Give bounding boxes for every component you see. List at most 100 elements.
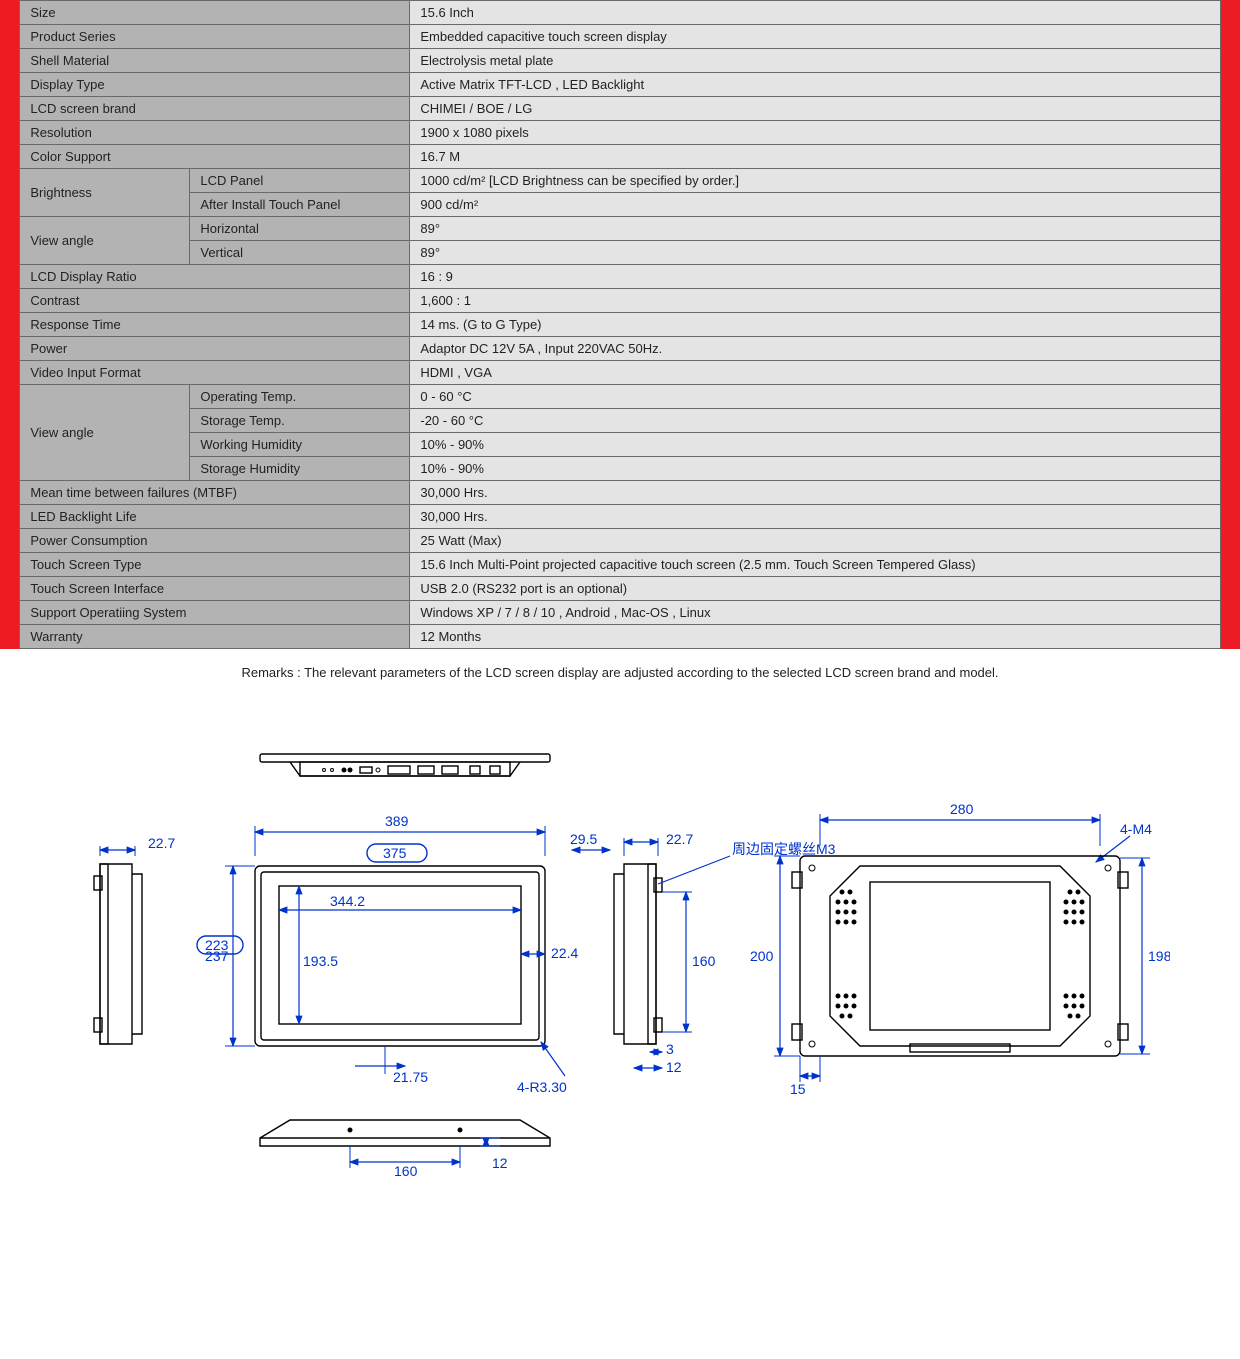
spec-value: 0 - 60 °C — [410, 385, 1220, 409]
dim-back-holes: 4-M4 — [1120, 821, 1152, 837]
accent-left — [0, 0, 19, 649]
table-row: Storage Temp.-20 - 60 °C — [20, 409, 1220, 433]
spec-label: Resolution — [20, 121, 410, 145]
spec-label: Touch Screen Interface — [20, 577, 410, 601]
spec-label: Mean time between failures (MTBF) — [20, 481, 410, 505]
spec-value: 16.7 M — [410, 145, 1220, 169]
spec-label: Response Time — [20, 313, 410, 337]
spec-value: 1900 x 1080 pixels — [410, 121, 1220, 145]
spec-value: 89° — [410, 241, 1220, 265]
table-row: Display TypeActive Matrix TFT-LCD , LED … — [20, 73, 1220, 97]
spec-label: Contrast — [20, 289, 410, 313]
dim-back-w: 280 — [950, 801, 974, 817]
dim-foot: 3 — [666, 1041, 674, 1057]
spec-value: -20 - 60 °C — [410, 409, 1220, 433]
spec-label: Power Consumption — [20, 529, 410, 553]
spec-table: Size15.6 InchProduct SeriesEmbedded capa… — [19, 0, 1220, 649]
spec-value: HDMI , VGA — [410, 361, 1220, 385]
table-row: Touch Screen Type15.6 Inch Multi-Point p… — [20, 553, 1220, 577]
spec-sublabel: LCD Panel — [190, 169, 410, 193]
spec-label: Color Support — [20, 145, 410, 169]
spec-label: Touch Screen Type — [20, 553, 410, 577]
spec-sublabel: After Install Touch Panel — [190, 193, 410, 217]
spec-label: LCD Display Ratio — [20, 265, 410, 289]
spec-sublabel: Operating Temp. — [190, 385, 410, 409]
dim-front-lip: 29.5 — [570, 831, 597, 847]
spec-value: Windows XP / 7 / 8 / 10 , Android , Mac-… — [410, 601, 1220, 625]
spec-value: 900 cd/m² — [410, 193, 1220, 217]
spec-label: Shell Material — [20, 49, 410, 73]
table-row: Warranty12 Months — [20, 625, 1220, 649]
technical-drawing: 22.7 389 375 237 223 344.2 — [70, 736, 1170, 1339]
spec-value: Active Matrix TFT-LCD , LED Backlight — [410, 73, 1220, 97]
spec-label: Display Type — [20, 73, 410, 97]
spec-label: Brightness — [20, 169, 190, 217]
dim-bezel-h: 223 — [205, 937, 229, 953]
spec-label: LCD screen brand — [20, 97, 410, 121]
spec-sublabel: Working Humidity — [190, 433, 410, 457]
spec-value: 1,600 : 1 — [410, 289, 1220, 313]
spec-label: Video Input Format — [20, 361, 410, 385]
table-row: Product SeriesEmbedded capacitive touch … — [20, 25, 1220, 49]
spec-label: Size — [20, 1, 410, 25]
dim-corner-r: 4-R3.30 — [517, 1079, 567, 1095]
dim-side-depth-r: 22.7 — [666, 831, 693, 847]
table-row: Power Consumption25 Watt (Max) — [20, 529, 1220, 553]
spec-sublabel: Storage Temp. — [190, 409, 410, 433]
spec-value: 16 : 9 — [410, 265, 1220, 289]
dim-back-h2: 198.85 — [1148, 948, 1170, 964]
spec-sublabel: Horizontal — [190, 217, 410, 241]
spec-label: Product Series — [20, 25, 410, 49]
table-row: LED Backlight Life30,000 Hrs. — [20, 505, 1220, 529]
table-row: LCD Display Ratio16 : 9 — [20, 265, 1220, 289]
dim-side-depth-l: 22.7 — [148, 835, 175, 851]
spec-value: 15.6 Inch — [410, 1, 1220, 25]
spec-label: Support Operatiing System — [20, 601, 410, 625]
table-row: View angleHorizontal89° — [20, 217, 1220, 241]
accent-right — [1221, 0, 1240, 649]
spec-value: 15.6 Inch Multi-Point projected capaciti… — [410, 553, 1220, 577]
dim-right-gap: 22.4 — [551, 945, 578, 961]
spec-sublabel: Vertical — [190, 241, 410, 265]
table-row: Size15.6 Inch — [20, 1, 1220, 25]
spec-value: 10% - 90% — [410, 433, 1220, 457]
table-row: Storage Humidity10% - 90% — [20, 457, 1220, 481]
dim-front-w: 389 — [385, 813, 409, 829]
dim-active-h: 193.5 — [303, 953, 338, 969]
spec-label: LED Backlight Life — [20, 505, 410, 529]
table-row: After Install Touch Panel900 cd/m² — [20, 193, 1220, 217]
dim-back-h: 200 — [750, 948, 774, 964]
table-row: Video Input FormatHDMI , VGA — [20, 361, 1220, 385]
spec-table-wrapper: Size15.6 InchProduct SeriesEmbedded capa… — [0, 0, 1240, 649]
spec-value: 12 Months — [410, 625, 1220, 649]
table-row: Support Operatiing SystemWindows XP / 7 … — [20, 601, 1220, 625]
spec-value: 25 Watt (Max) — [410, 529, 1220, 553]
dim-foot-in: 12 — [666, 1059, 682, 1075]
dim-side-h: 160 — [692, 953, 716, 969]
dim-back-left-off: 15 — [790, 1081, 806, 1097]
table-row: Mean time between failures (MTBF)30,000 … — [20, 481, 1220, 505]
spec-value: Adaptor DC 12V 5A , Input 220VAC 50Hz. — [410, 337, 1220, 361]
spec-label: View angle — [20, 217, 190, 265]
spec-value: CHIMEI / BOE / LG — [410, 97, 1220, 121]
dim-bezel-w: 375 — [383, 845, 407, 861]
table-row: BrightnessLCD Panel1000 cd/m² [LCD Brigh… — [20, 169, 1220, 193]
spec-value: 10% - 90% — [410, 457, 1220, 481]
spec-value: Electrolysis metal plate — [410, 49, 1220, 73]
remarks-text: Remarks : The relevant parameters of the… — [0, 649, 1240, 696]
spec-label: Power — [20, 337, 410, 361]
table-row: Working Humidity10% - 90% — [20, 433, 1220, 457]
table-row: Response Time14 ms. (G to G Type) — [20, 313, 1220, 337]
spec-label: Warranty — [20, 625, 410, 649]
dim-bottom-off: 21.75 — [393, 1069, 428, 1085]
spec-value: 30,000 Hrs. — [410, 505, 1220, 529]
table-row: PowerAdaptor DC 12V 5A , Input 220VAC 50… — [20, 337, 1220, 361]
spec-value: 14 ms. (G to G Type) — [410, 313, 1220, 337]
spec-value: Embedded capacitive touch screen display — [410, 25, 1220, 49]
table-row: Vertical89° — [20, 241, 1220, 265]
table-row: Touch Screen InterfaceUSB 2.0 (RS232 por… — [20, 577, 1220, 601]
table-row: Shell MaterialElectrolysis metal plate — [20, 49, 1220, 73]
spec-value: 30,000 Hrs. — [410, 481, 1220, 505]
dim-active-w: 344.2 — [330, 893, 365, 909]
table-row: Color Support16.7 M — [20, 145, 1220, 169]
